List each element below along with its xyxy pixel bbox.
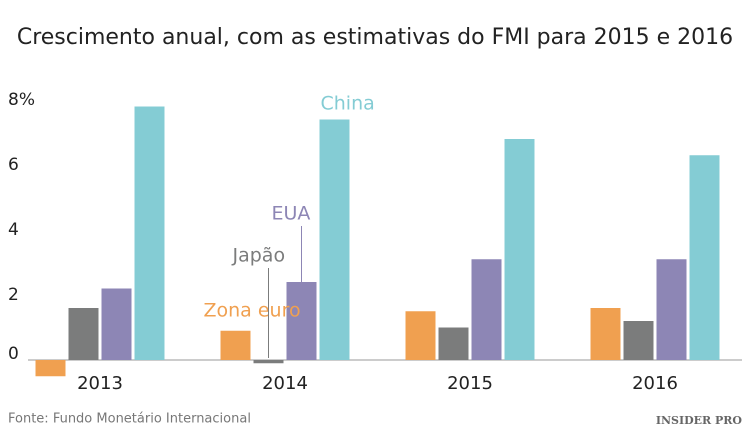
source: Fonte: Fundo Monetário Internacional <box>8 412 251 427</box>
legend-label: China <box>321 93 375 115</box>
y-tick-label: 2 <box>8 285 19 305</box>
x-tick-label: 2016 <box>632 373 678 394</box>
bar <box>134 106 165 360</box>
bar <box>286 282 317 360</box>
y-tick-label: 6 <box>8 155 19 175</box>
bar <box>405 311 436 360</box>
bar <box>623 321 654 360</box>
bar <box>101 288 132 360</box>
bar <box>590 308 621 360</box>
y-tick-label: 8% <box>8 90 35 110</box>
logo: INSIDER PRO <box>656 414 743 427</box>
legend-label: EUA <box>272 203 311 225</box>
bar <box>438 327 469 360</box>
bar <box>35 360 66 377</box>
x-tick-label: 2014 <box>262 373 308 394</box>
legend-label: Japão <box>232 245 286 267</box>
x-tick-label: 2015 <box>447 373 493 394</box>
y-tick-label: 0 <box>8 344 19 364</box>
bar <box>220 330 251 360</box>
bar <box>68 308 99 360</box>
bar <box>253 360 284 364</box>
bar <box>656 259 687 360</box>
legend-label: Zona euro <box>204 300 301 322</box>
bar <box>471 259 502 360</box>
bar <box>689 155 720 360</box>
chart-title: Crescimento anual, com as estimativas do… <box>17 25 733 50</box>
bar <box>504 139 535 360</box>
bar <box>319 119 350 360</box>
x-tick-label: 2013 <box>77 373 123 394</box>
y-tick-label: 4 <box>8 220 19 240</box>
